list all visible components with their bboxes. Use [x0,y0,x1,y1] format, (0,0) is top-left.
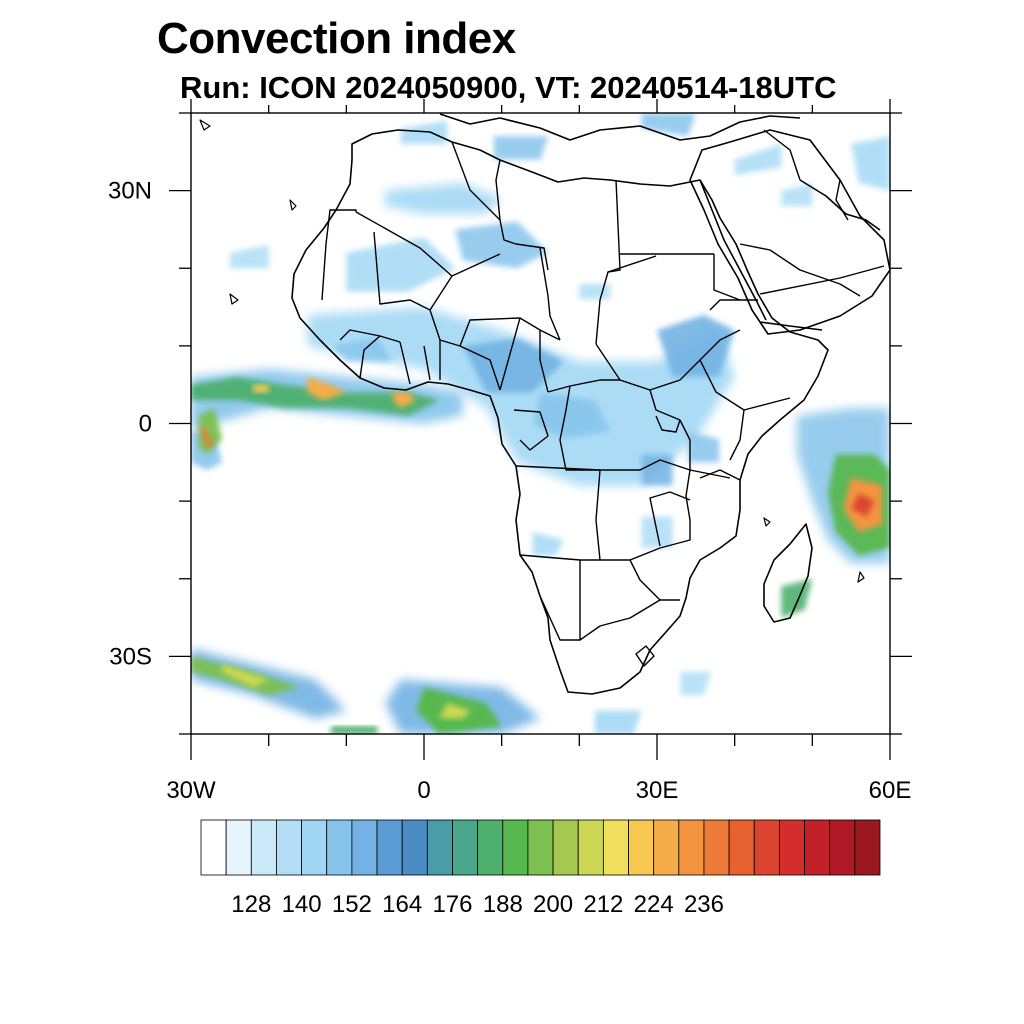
convection-cell [330,726,378,734]
convection-cell [307,307,735,486]
islands [199,119,865,583]
colorbar-swatch [653,819,680,876]
colorbar-swatch [351,819,378,876]
convection-cell [641,454,673,486]
arabian-peninsula [689,129,890,335]
colorbar-label: 152 [332,891,372,918]
colorbar-swatch [753,819,780,876]
convection-cell [493,136,549,160]
convection-cell [532,392,611,440]
convection-field [191,113,890,734]
colorbar-swatch [577,819,604,876]
colorbar-label: 200 [533,891,573,918]
colorbar-swatch [200,819,227,876]
convection-cell [198,423,215,447]
y-tick-label: 0 [139,411,152,438]
colorbar-swatch [703,819,730,876]
colorbar [200,819,881,876]
colorbar-label: 188 [483,891,523,918]
colorbar-swatch [452,819,479,876]
colorbar-swatch [250,819,277,876]
madagascar [763,523,813,623]
convection-cell [439,702,471,719]
convection-cell [579,283,611,300]
convection-cell [781,182,813,207]
axis-ticks [169,99,912,760]
colorbar-swatch [804,819,831,876]
colorbar-swatch [829,819,856,876]
colorbar-swatch [628,819,655,876]
persian-gulf [799,179,881,231]
colorbar-swatch [602,819,629,876]
axis-tick-labels: 30W 0 30E 60E 30N 0 30S [108,178,911,804]
colorbar-labels: 128 140 152 164 176 188 200 212 224 236 [231,891,724,918]
colorbar-swatch [854,819,881,876]
colorbar-label: 236 [684,891,724,918]
convection-cell [346,237,456,292]
convection-cell [462,338,564,393]
mediterranean-north-coast [439,113,801,141]
convection-cell [641,113,696,137]
convection-cell [851,136,890,191]
colorbar-swatch [301,819,328,876]
x-tick-label: 0 [417,777,430,804]
convection-cell [680,671,712,696]
convection-cell [198,407,223,455]
africa-coastline [291,129,829,695]
convection-cell [594,710,642,734]
convection-cell [851,493,875,517]
convection-cell [330,338,393,362]
colorbar-swatch [376,819,403,876]
colorbar-label: 128 [231,891,271,918]
colorbar-swatch [502,819,529,876]
colorbar-swatch [276,819,302,876]
convection-cell [385,182,502,214]
colorbar-label: 176 [432,891,472,918]
national-borders [321,129,885,667]
convection-cell [657,314,735,377]
convection-cell [532,532,564,556]
colorbar-swatch [728,819,755,876]
convection-cell [307,376,347,401]
chart-title: Convection index [157,14,516,63]
convection-cell [392,392,417,408]
convection-cell [455,221,549,269]
convection-cell [688,431,720,463]
x-tick-label: 60E [869,777,912,804]
coastline-borders [199,113,890,695]
colorbar-swatch [552,819,579,876]
colorbar-label: 224 [634,891,674,918]
colorbar-swatch [426,819,453,876]
convection-cell [229,244,269,269]
x-tick-label: 30W [166,777,216,804]
y-tick-label: 30N [108,178,152,205]
colorbar-swatch [477,819,504,876]
convection-cell [253,384,269,393]
colorbar-label: 212 [583,891,623,918]
gulf-of-aden [759,321,823,331]
colorbar-swatch [326,819,353,876]
chart-subtitle: Run: ICON 2024050900, VT: 20240514-18UTC [180,70,837,105]
convection-cell [734,144,782,176]
colorbar-label: 164 [382,891,422,918]
colorbar-label: 140 [282,891,322,918]
convection-cell [781,578,813,618]
x-tick-label: 30E [636,777,679,804]
colorbar-swatch [527,819,554,876]
colorbar-swatch [779,819,805,876]
red-sea-west [699,179,767,321]
colorbar-swatch [678,819,705,876]
convection-cell [222,664,269,688]
colorbar-swatch [401,819,428,876]
colorbar-swatch [225,819,252,876]
y-tick-label: 30S [109,643,152,670]
